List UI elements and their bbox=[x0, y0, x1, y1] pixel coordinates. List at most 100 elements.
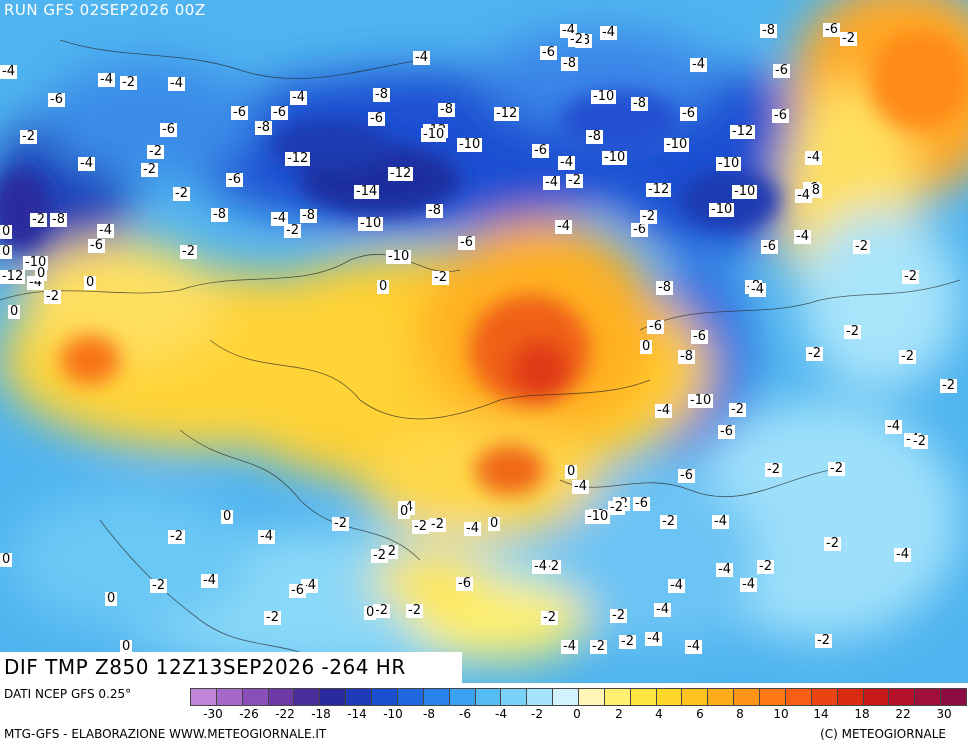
isotherm-label: -2 bbox=[432, 270, 449, 285]
isotherm-label: -2 bbox=[284, 223, 301, 238]
isotherm-label: -10 bbox=[457, 137, 483, 152]
isotherm-label: -10 bbox=[732, 184, 758, 199]
isotherm-label: -14 bbox=[354, 184, 380, 199]
isotherm-label: -10 bbox=[688, 393, 714, 408]
isotherm-label: -4 bbox=[690, 57, 707, 72]
legend-tick-label: -8 bbox=[423, 707, 435, 721]
isotherm-label: -2 bbox=[332, 516, 349, 531]
legend-tick-label: -22 bbox=[275, 707, 295, 721]
isotherm-label: -10 bbox=[386, 249, 412, 264]
isotherm-label: -4 bbox=[201, 573, 218, 588]
isotherm-label: -2 bbox=[20, 129, 37, 144]
isotherm-label: -6 bbox=[160, 122, 177, 137]
legend-tick-label: 2 bbox=[615, 707, 623, 721]
legend-swatch bbox=[267, 688, 295, 706]
isotherm-label: -6 bbox=[540, 45, 557, 60]
isotherm-label: -2 bbox=[757, 559, 774, 574]
legend-swatch bbox=[888, 688, 916, 706]
isotherm-label: -6 bbox=[226, 172, 243, 187]
legend-tick-label: 30 bbox=[936, 707, 952, 721]
footer-copyright: (C) METEOGIORNALE bbox=[820, 727, 946, 741]
legend-swatch bbox=[345, 688, 373, 706]
legend-swatch bbox=[681, 688, 709, 706]
isotherm-label: 0 bbox=[398, 504, 411, 519]
isotherm-label: -4 bbox=[749, 282, 766, 297]
isotherm-label: -4 bbox=[558, 155, 575, 170]
legend-swatch bbox=[862, 688, 890, 706]
legend-swatch bbox=[215, 688, 243, 706]
isotherm-label: 0 bbox=[0, 552, 13, 567]
isotherm-label: -10 bbox=[602, 150, 628, 165]
isotherm-label: -2 bbox=[371, 548, 388, 563]
isotherm-label: -8 bbox=[656, 280, 673, 295]
isotherm-label: 0 bbox=[35, 266, 48, 281]
isotherm-label: 0 bbox=[0, 224, 13, 239]
legend-swatch bbox=[603, 688, 631, 706]
legend-tick-label: 22 bbox=[895, 707, 911, 721]
legend-swatch bbox=[552, 688, 579, 706]
isotherm-label: -4 bbox=[645, 631, 662, 646]
isotherm-label: -2 bbox=[429, 517, 446, 532]
isotherm-label: -6 bbox=[772, 108, 789, 123]
isotherm-label: -10 bbox=[591, 89, 617, 104]
isotherm-label: -4 bbox=[716, 562, 733, 577]
isotherm-label: 0 bbox=[0, 244, 13, 259]
isotherm-label: -8 bbox=[561, 56, 578, 71]
isotherm-label: -8 bbox=[211, 207, 228, 222]
isotherm-label: -6 bbox=[368, 111, 385, 126]
map-title-box: DIF TMP Z850 12Z13SEP2026 -264 HR bbox=[0, 652, 462, 683]
isotherm-label: -2 bbox=[44, 289, 61, 304]
legend-tick-label: 14 bbox=[813, 707, 829, 721]
legend-tick-label: -6 bbox=[459, 707, 471, 721]
isotherm-label: -2 bbox=[828, 461, 845, 476]
isotherm-label: -6 bbox=[761, 239, 778, 254]
isotherm-label: -2 bbox=[853, 239, 870, 254]
isotherm-label: -4 bbox=[532, 559, 549, 574]
isotherm-label: -2 bbox=[824, 536, 841, 551]
isotherm-label: -6 bbox=[678, 468, 695, 483]
isotherm-label: -12 bbox=[494, 106, 520, 121]
legend-tick-label: 6 bbox=[696, 707, 704, 721]
isotherm-label: -6 bbox=[691, 329, 708, 344]
isotherm-label: -6 bbox=[88, 238, 105, 253]
isotherm-label: -4 bbox=[794, 229, 811, 244]
isotherm-label: 0 bbox=[221, 509, 234, 524]
isotherm-label: -2 bbox=[30, 212, 47, 227]
isotherm-label: -4 bbox=[258, 529, 275, 544]
legend-tick-label: -30 bbox=[203, 707, 223, 721]
map-field bbox=[0, 0, 968, 683]
legend-swatch bbox=[733, 688, 761, 706]
isotherm-label: -10 bbox=[358, 216, 384, 231]
isotherm-label: -8 bbox=[631, 96, 648, 111]
isotherm-label: -6 bbox=[271, 105, 288, 120]
isotherm-label: 0 bbox=[565, 464, 578, 479]
legend-tick-label: -14 bbox=[347, 707, 367, 721]
isotherm-label: -4 bbox=[740, 577, 757, 592]
legend-swatch bbox=[190, 688, 217, 706]
isotherm-label: -2 bbox=[902, 269, 919, 284]
isotherm-label: -2 bbox=[899, 349, 916, 364]
isotherm-label: -2 bbox=[412, 519, 429, 534]
legend-tick-label: 0 bbox=[573, 707, 581, 721]
isotherm-label: -4 bbox=[805, 150, 822, 165]
isotherm-label: -12 bbox=[730, 124, 756, 139]
legend-swatch bbox=[526, 688, 554, 706]
isotherm-label: -10 bbox=[23, 255, 49, 270]
isotherm-label: -4 bbox=[271, 211, 288, 226]
legend-tick-label: 4 bbox=[655, 707, 663, 721]
isotherm-label: -4 bbox=[654, 602, 671, 617]
run-title: RUN GFS 02SEP2026 00Z bbox=[4, 1, 206, 19]
isotherm-label: -6 bbox=[647, 319, 664, 334]
isotherm-label: -8 bbox=[50, 212, 67, 227]
isotherm-label: -2 bbox=[619, 634, 636, 649]
isotherm-label: -4 bbox=[290, 90, 307, 105]
legend-tick-label: -26 bbox=[239, 707, 259, 721]
isotherm-label: -8 bbox=[678, 349, 695, 364]
isotherm-label: -4 bbox=[413, 50, 430, 65]
isotherm-label: -8 bbox=[586, 129, 603, 144]
isotherm-label: -2 bbox=[940, 378, 957, 393]
legend-swatch bbox=[940, 688, 967, 706]
legend-tick-label: 18 bbox=[854, 707, 870, 721]
legend-tick-label: -2 bbox=[531, 707, 543, 721]
isotherm-label: -6 bbox=[458, 235, 475, 250]
